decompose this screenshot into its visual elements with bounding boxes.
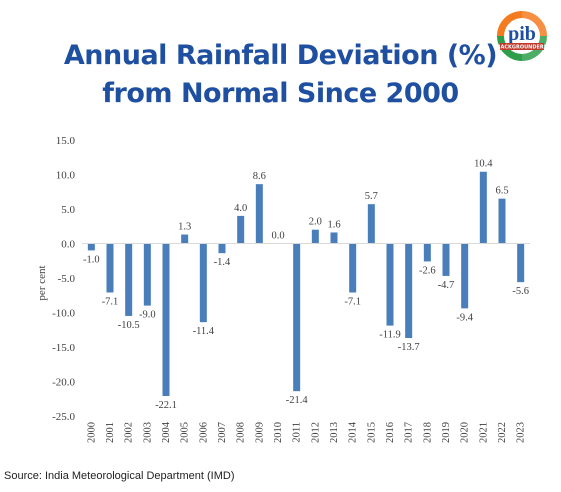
- y-axis-label: per cent: [36, 265, 48, 300]
- y-tick-label: 15.0: [56, 135, 76, 147]
- x-tick-label-2009: 2009: [254, 422, 265, 443]
- bar-2014: [349, 243, 357, 293]
- data-label-2003: -9.0: [139, 310, 156, 321]
- chart-title-line2: from Normal Since 2000: [102, 78, 459, 109]
- data-labels: -1.0 -7.1 -10.5-9.0 -22.1 1.3 -11.4 -1.4 4.0 8.6…: [83, 159, 529, 411]
- y-axis-ticks: 15.0 10.0 5.0 0.0 -5.0 -10.0 -15.0 -20.0 -25.0: [52, 135, 75, 423]
- y-tick-label: -25.0: [52, 411, 75, 423]
- svg-text:BACKGROUNDERS: BACKGROUNDERS: [497, 45, 548, 51]
- data-label-2020: -9.4: [456, 312, 473, 323]
- bar-2022: [498, 198, 506, 244]
- x-tick-label-2001: 2001: [105, 422, 116, 443]
- data-label-2004: -22.1: [155, 400, 177, 411]
- bar-2019: [442, 243, 450, 276]
- x-tick-label-2008: 2008: [236, 422, 247, 443]
- data-label-2015: 5.7: [365, 191, 378, 202]
- pib-logo: pib BACKGROUNDERS: [492, 6, 552, 66]
- y-tick-label: -15.0: [52, 342, 75, 354]
- bar-2021: [479, 171, 487, 244]
- data-label-2022: 6.5: [495, 186, 508, 197]
- x-tick-label-2015: 2015: [366, 422, 377, 443]
- bar-2000: [87, 243, 95, 251]
- data-label-2011: -21.4: [286, 395, 309, 406]
- data-label-2008: 4.0: [234, 203, 247, 214]
- svg-text:pib: pib: [508, 23, 536, 45]
- bar-2006: [199, 243, 207, 323]
- bar-2003: [143, 243, 151, 306]
- bar-2012: [311, 229, 319, 244]
- bar-2013: [330, 232, 338, 244]
- x-tick-label-2016: 2016: [385, 422, 396, 443]
- data-label-2012: 2.0: [309, 217, 322, 228]
- x-tick-label-2004: 2004: [161, 421, 172, 443]
- bars: [87, 171, 525, 396]
- bar-2020: [461, 243, 469, 309]
- x-tick-label-2021: 2021: [478, 422, 489, 443]
- y-tick-label: -20.0: [52, 377, 75, 389]
- x-tick-label-2006: 2006: [198, 422, 209, 443]
- x-tick-label-2019: 2019: [441, 422, 452, 443]
- x-tick-label-2011: 2011: [292, 422, 303, 443]
- data-label-2005: 1.3: [178, 222, 191, 233]
- bar-2011: [293, 243, 301, 392]
- x-tick-label-2010: 2010: [273, 422, 284, 443]
- bar-2017: [405, 243, 413, 339]
- x-tick-label-2003: 2003: [142, 422, 153, 443]
- bar-2007: [218, 243, 226, 254]
- x-tick-label-2012: 2012: [310, 422, 321, 443]
- data-label-2010: 0.0: [271, 231, 284, 242]
- bar-2005: [181, 234, 189, 244]
- source-note: Source: India Meteorological Department …: [4, 470, 235, 482]
- data-label-2013: 1.6: [327, 219, 340, 230]
- bar-2018: [423, 243, 431, 262]
- bar-2002: [125, 243, 133, 316]
- x-tick-label-2007: 2007: [217, 422, 228, 443]
- bar-2015: [367, 204, 375, 244]
- data-label-2002: -10.5: [118, 320, 140, 331]
- bar-2016: [386, 243, 394, 326]
- data-label-2001: -7.1: [102, 296, 119, 307]
- x-tick-label-2022: 2022: [497, 422, 508, 443]
- data-label-2017: -13.7: [398, 342, 420, 353]
- data-label-2000: -1.0: [83, 254, 100, 265]
- data-label-2019: -4.7: [438, 280, 455, 291]
- data-label-2006: -11.4: [193, 326, 215, 337]
- y-tick-label: -5.0: [58, 273, 76, 285]
- x-tick-label-2000: 2000: [86, 422, 97, 443]
- data-label-2007: -1.4: [214, 257, 231, 268]
- x-tick-label-2017: 2017: [404, 422, 415, 443]
- x-tick-label-2013: 2013: [329, 422, 340, 443]
- x-tick-label-2018: 2018: [422, 422, 433, 443]
- data-label-2014: -7.1: [344, 296, 361, 307]
- x-tick-label-2005: 2005: [180, 422, 191, 443]
- chart-title-line1: Annual Rainfall Deviation (%): [63, 40, 498, 71]
- x-tick-label-2020: 2020: [460, 422, 471, 443]
- data-label-2018: -2.6: [419, 265, 436, 276]
- bar-2023: [517, 243, 525, 283]
- x-axis-ticks: 2000 2001 2002 2003 2004 2005 2006 2007 2008 2009…: [86, 421, 526, 443]
- data-label-2021: 10.4: [474, 159, 493, 170]
- bar-2008: [237, 215, 245, 244]
- x-tick-label-2023: 2023: [516, 422, 527, 443]
- data-label-2009: 8.6: [253, 171, 266, 182]
- y-tick-label: 5.0: [61, 204, 75, 216]
- bar-2001: [106, 243, 114, 293]
- data-label-2023: -5.6: [512, 286, 529, 297]
- data-label-2016: -11.9: [379, 330, 400, 341]
- y-tick-label: 10.0: [56, 170, 76, 182]
- x-tick-label-2002: 2002: [124, 422, 135, 443]
- x-tick-label-2014: 2014: [348, 421, 359, 443]
- bar-2009: [255, 184, 263, 244]
- y-tick-label: 0.0: [61, 239, 75, 251]
- bar-2004: [162, 243, 170, 396]
- y-tick-label: -10.0: [52, 308, 75, 320]
